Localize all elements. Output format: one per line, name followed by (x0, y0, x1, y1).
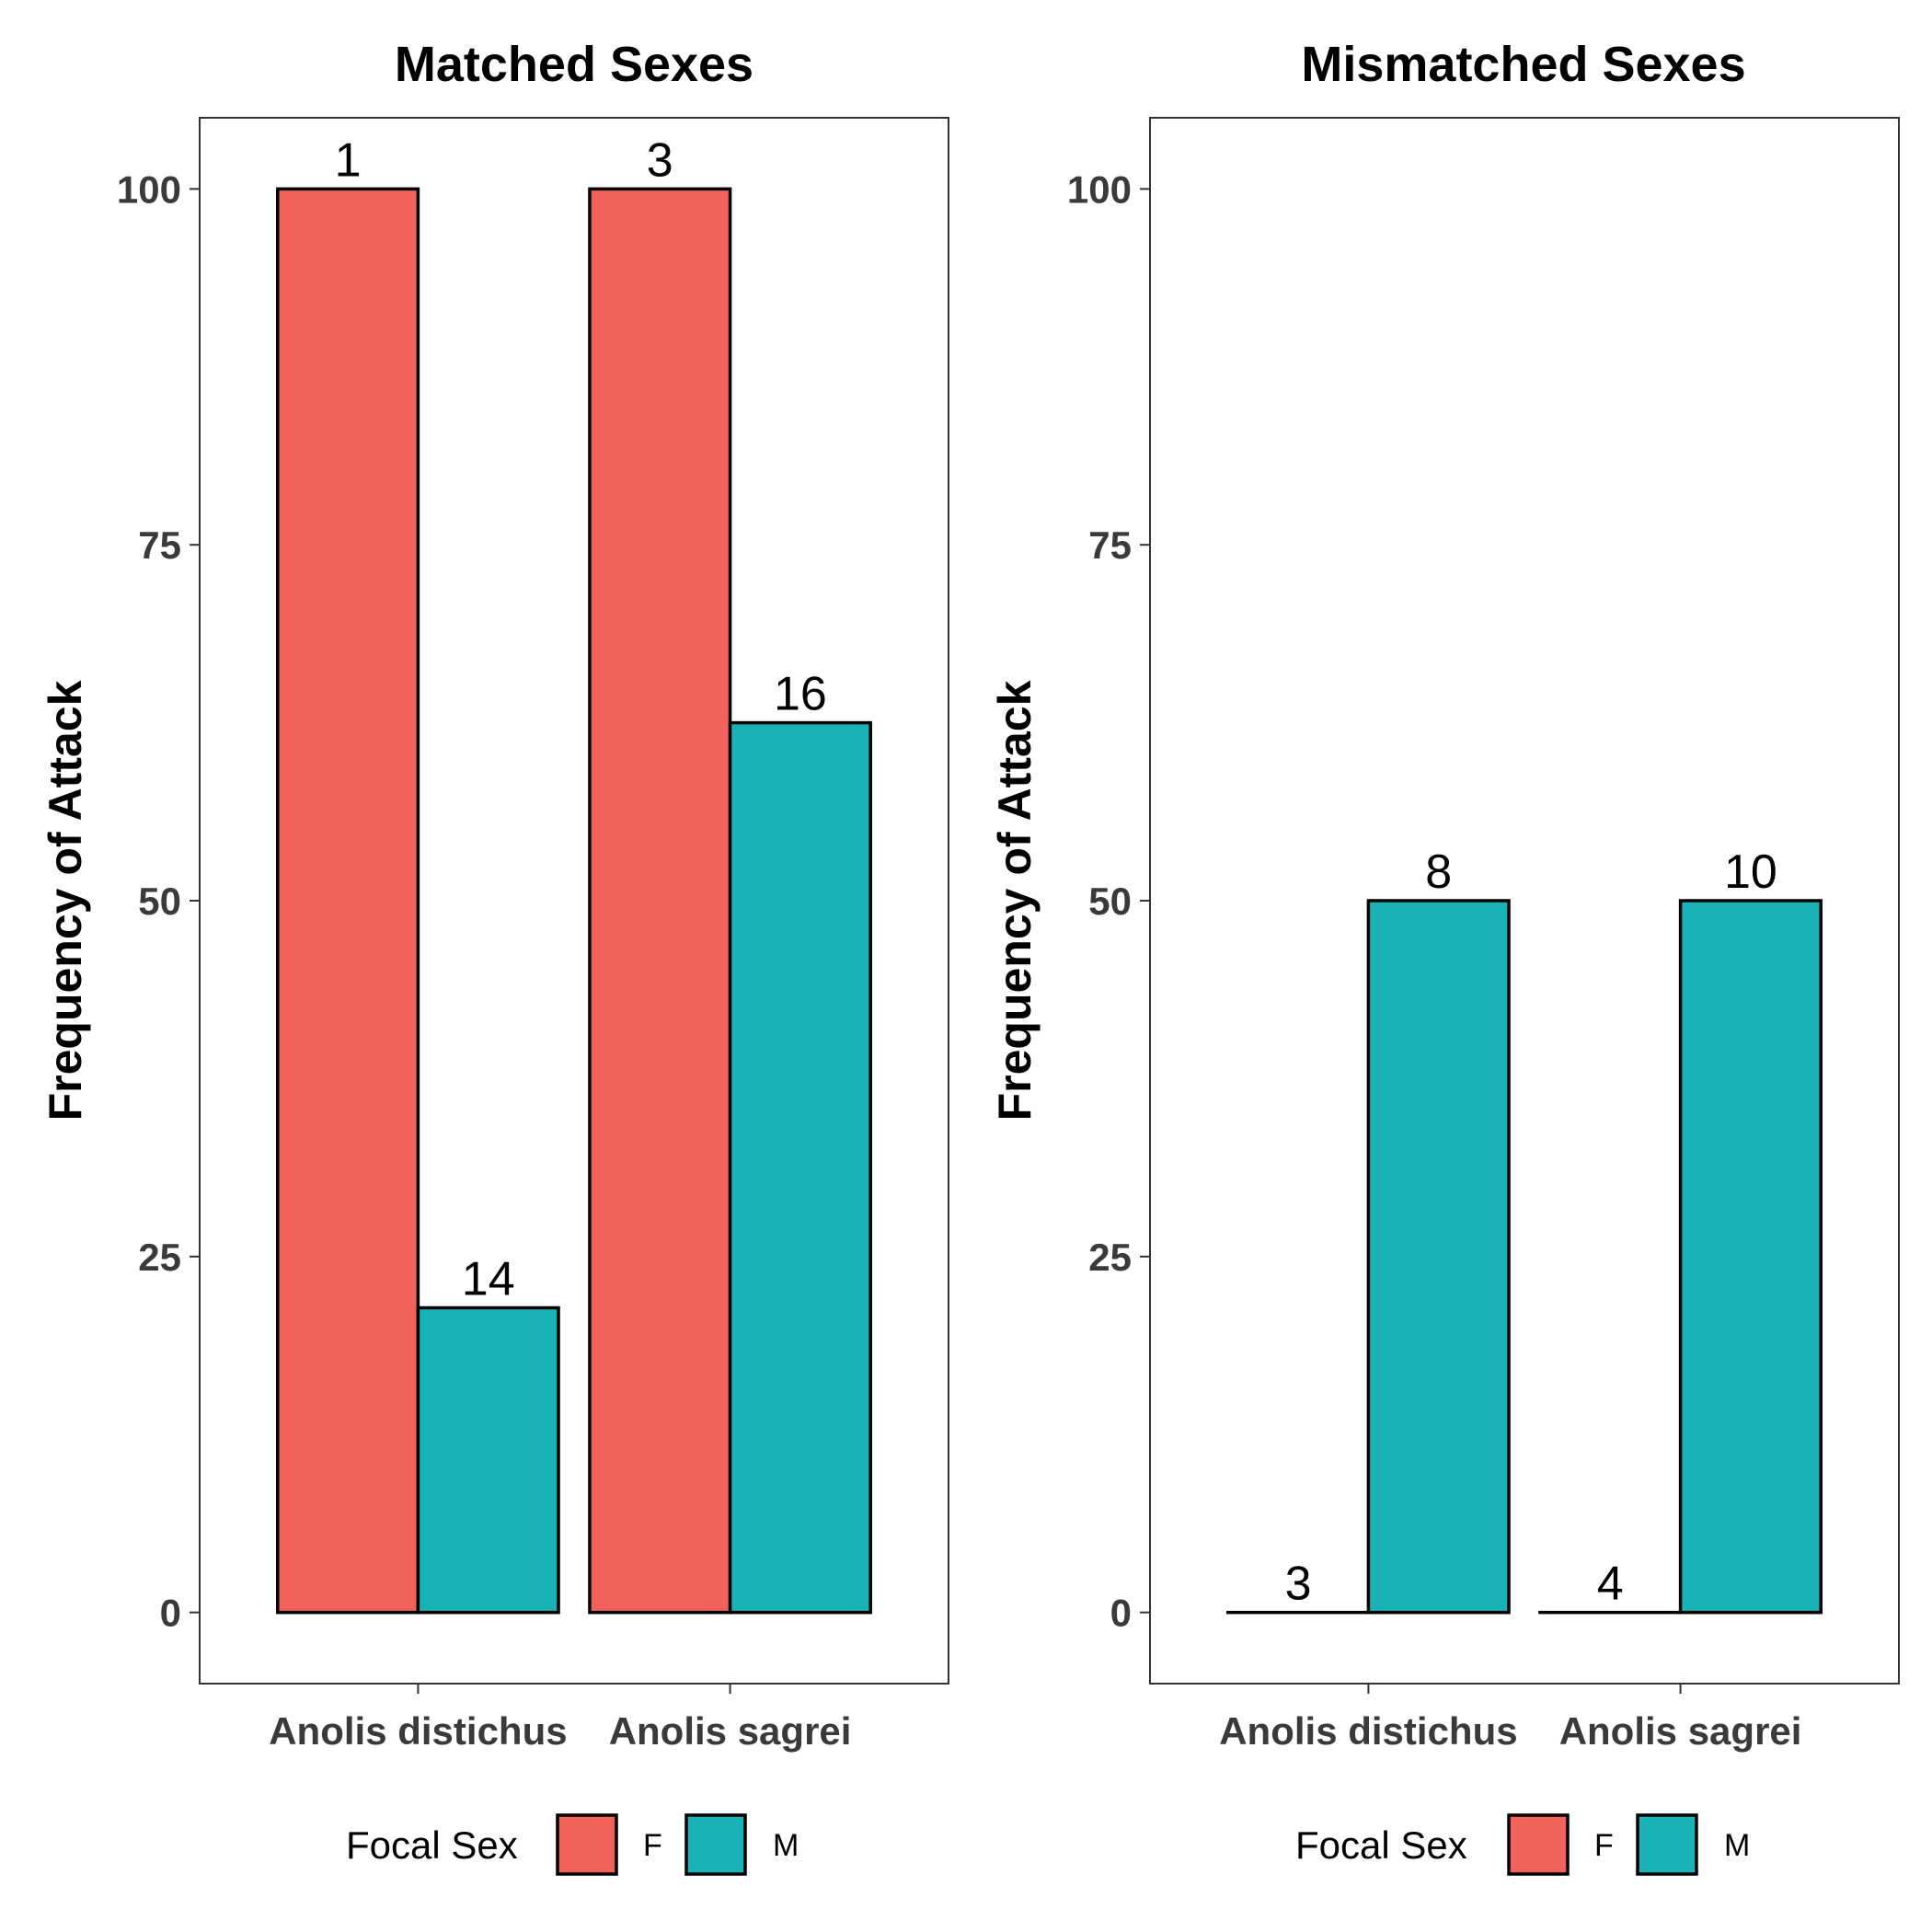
panel-title: Matched Sexes (395, 37, 753, 92)
panel-1: Matched Sexes Frequency of Attack 0 25 50 75 1… (40, 37, 949, 1876)
bar-m (1678, 899, 1823, 1615)
legend-label: F (643, 1828, 662, 1863)
y-tick-label: 25 (138, 1236, 181, 1279)
legend-title: Focal Sex (1295, 1823, 1467, 1867)
bar-m (728, 720, 872, 1615)
bar-data-label: 4 (1597, 1558, 1624, 1611)
x-tick-label: Anolis distichus (269, 1709, 567, 1753)
bar-data-label: 1 (335, 133, 362, 187)
y-axis-title: Frequency of Attack (40, 680, 91, 1121)
legend-swatch-f (556, 1813, 618, 1876)
x-tick-label: Anolis sagrei (609, 1709, 852, 1753)
y-tick-label: 50 (1088, 880, 1132, 923)
bar-f (276, 187, 420, 1615)
legend-swatch-m (1636, 1813, 1698, 1876)
y-tick-label: 0 (1110, 1592, 1132, 1635)
bar-data-label: 10 (1724, 845, 1777, 899)
legend-swatch-m (684, 1813, 747, 1876)
bar-data-label: 3 (647, 133, 673, 187)
legend: Focal Sex F M (346, 1813, 799, 1876)
y-tick-label: 25 (1088, 1236, 1132, 1279)
legend-title: Focal Sex (346, 1823, 518, 1867)
legend-label: M (1724, 1828, 1750, 1863)
bar-data-label: 3 (1285, 1558, 1312, 1611)
y-tick-label: 50 (138, 880, 181, 923)
legend-swatch-f (1507, 1813, 1570, 1876)
bar-f (588, 187, 732, 1615)
x-tick-label: Anolis distichus (1219, 1709, 1517, 1753)
bar-data-label: 16 (774, 668, 827, 721)
bar-data-label: 8 (1425, 845, 1452, 899)
y-tick-label: 75 (1088, 523, 1132, 567)
bar-m (416, 1305, 560, 1615)
bar-data-label: 14 (462, 1253, 515, 1306)
legend-label: F (1594, 1828, 1614, 1863)
legend: Focal Sex F M (1295, 1813, 1750, 1876)
x-tick-label: Anolis sagrei (1559, 1709, 1802, 1753)
panel-2: Mismatched Sexes Frequency of Attack 0 25 50… (989, 37, 1900, 1876)
y-axis-title: Frequency of Attack (989, 680, 1041, 1121)
y-tick-label: 100 (117, 167, 181, 211)
bar-m (1366, 899, 1511, 1615)
panel-title: Mismatched Sexes (1301, 37, 1745, 92)
y-tick-label: 100 (1067, 167, 1132, 211)
y-tick-label: 75 (138, 523, 181, 567)
legend-label: M (773, 1828, 799, 1863)
y-tick-label: 0 (160, 1592, 181, 1635)
